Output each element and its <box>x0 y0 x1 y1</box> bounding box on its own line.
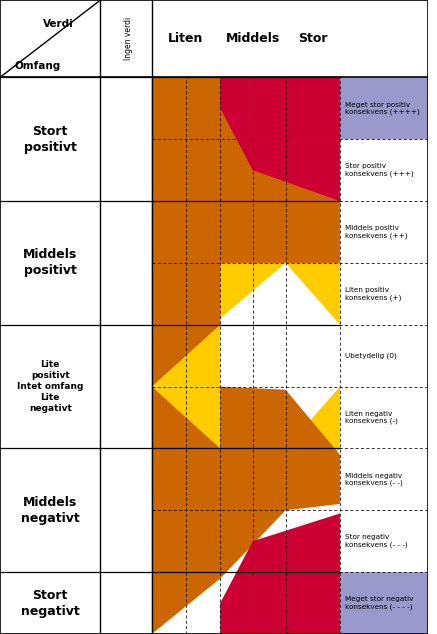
Text: Omfang: Omfang <box>14 61 60 71</box>
Text: Middels: Middels <box>226 32 280 45</box>
Polygon shape <box>220 514 340 634</box>
Polygon shape <box>101 77 428 634</box>
Polygon shape <box>286 77 428 139</box>
Text: Middels
negativt: Middels negativt <box>21 496 80 525</box>
Polygon shape <box>152 387 340 634</box>
Text: Stor: Stor <box>298 32 328 45</box>
Text: Stor positiv
konsekvens (+++): Stor positiv konsekvens (+++) <box>345 164 414 177</box>
Polygon shape <box>152 77 340 387</box>
Polygon shape <box>286 572 428 634</box>
Text: Liten: Liten <box>168 32 204 45</box>
Text: Ubetydelig (0): Ubetydelig (0) <box>345 353 397 359</box>
Text: Middels negativ
konsekvens (- -): Middels negativ konsekvens (- -) <box>345 472 403 486</box>
Text: Stor negativ
konsekvens (- - -): Stor negativ konsekvens (- - -) <box>345 534 408 548</box>
Text: Meget stor positiv
konsekvens (++++): Meget stor positiv konsekvens (++++) <box>345 101 420 115</box>
Text: Middels
positivt: Middels positivt <box>23 249 77 278</box>
Text: Middels positiv
konsekvens (++): Middels positiv konsekvens (++) <box>345 225 408 239</box>
Text: Meget stor negativ
konsekvens (- - - -): Meget stor negativ konsekvens (- - - -) <box>345 597 413 610</box>
Text: Stort
positivt: Stort positivt <box>24 125 76 153</box>
Text: Liten negativ
konsekvens (-): Liten negativ konsekvens (-) <box>345 411 398 424</box>
Polygon shape <box>152 387 340 634</box>
Text: Lite
positivt
Intet omfang
Lite
negativt: Lite positivt Intet omfang Lite negativt <box>17 360 83 413</box>
Polygon shape <box>220 77 340 201</box>
Polygon shape <box>152 77 340 387</box>
Text: Stort
negativt: Stort negativt <box>21 588 80 618</box>
Text: Verdi: Verdi <box>43 19 74 29</box>
Text: Liten positiv
konsekvens (+): Liten positiv konsekvens (+) <box>345 287 402 301</box>
Text: Ingen verdi: Ingen verdi <box>124 17 133 60</box>
